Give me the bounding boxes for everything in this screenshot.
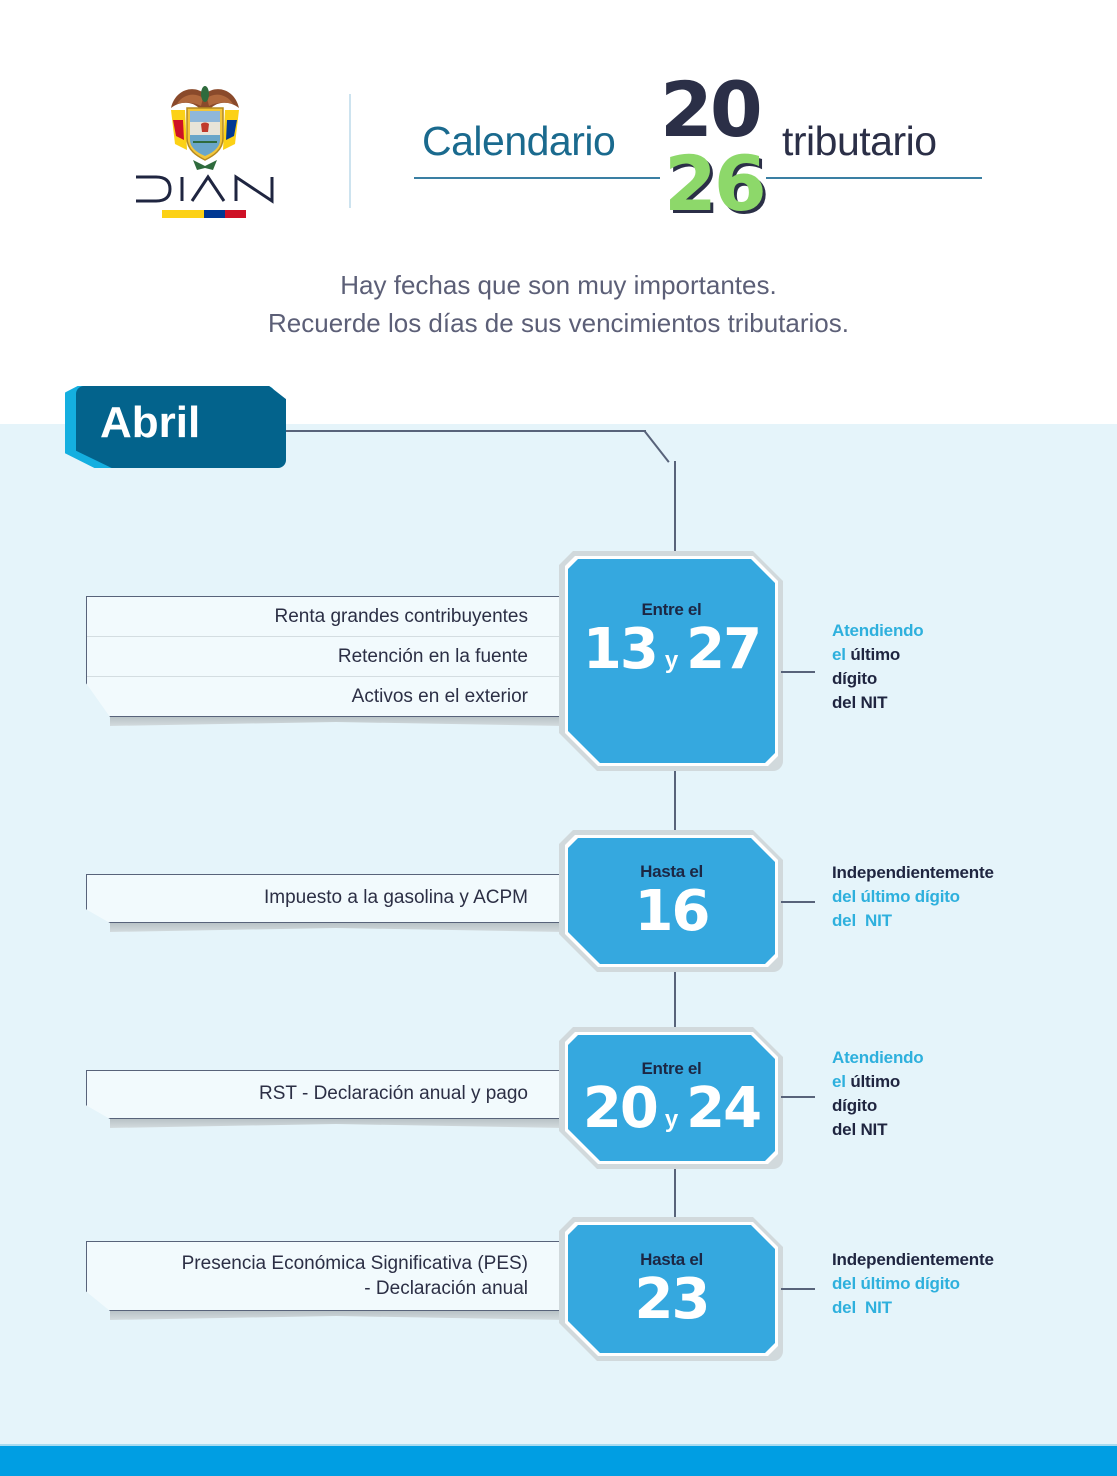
- subtitle-line-1: Hay fechas que son muy importantes.: [340, 270, 777, 300]
- page-subtitle: Hay fechas que son muy importantes. Recu…: [0, 266, 1117, 342]
- note-connector: [781, 1096, 815, 1098]
- card-shadow: [110, 716, 562, 726]
- date-kicker: Hasta el: [640, 1250, 703, 1269]
- card-shadow: [110, 1118, 562, 1128]
- connector-spine-3: [674, 969, 676, 1031]
- date-box: Hasta el 23: [568, 1225, 775, 1353]
- task-item: Activos en el exterior: [351, 686, 528, 707]
- date-conjunction: y: [664, 647, 679, 674]
- note-text: Atendiendo el último dígito del NIT: [832, 1048, 924, 1139]
- task-item: Renta grandes contribuyentes: [87, 597, 566, 637]
- title-underline-right: [766, 177, 982, 179]
- date-kicker: Entre el: [641, 1059, 702, 1078]
- title-calendario: Calendario: [422, 118, 616, 164]
- note-connector: [781, 901, 815, 903]
- title-underline-left: [414, 177, 660, 179]
- title-year-top: 20: [660, 65, 763, 154]
- colombia-flag-stripe: [162, 210, 246, 218]
- page-header: Calendario 20 26 tributario Hay fechas q…: [0, 0, 1117, 420]
- card-shadow: [110, 922, 562, 932]
- task-card: RST - Declaración anual y pago: [86, 1070, 566, 1119]
- date-box: Entre el 20 y 24: [568, 1035, 775, 1161]
- date-box: Entre el 13 y 27: [568, 559, 775, 763]
- footer-bar: [0, 1444, 1117, 1476]
- month-label: Abril: [100, 398, 201, 447]
- connector-horizontal: [286, 430, 646, 432]
- date-value: 23: [634, 1267, 709, 1332]
- title-tributario: tributario: [782, 118, 937, 164]
- note-text: Atendiendo el último dígito del NIT: [832, 621, 924, 712]
- date-box: Hasta el 16: [568, 838, 775, 964]
- header-divider: [349, 94, 351, 208]
- month-tab: [76, 386, 286, 468]
- date-kicker: Entre el: [641, 600, 702, 619]
- dian-wordmark: [136, 174, 274, 204]
- connector-spine-4: [674, 1166, 676, 1218]
- task-item: RST - Declaración anual y pago: [259, 1083, 528, 1104]
- note-text: Independientemente del último dígito del…: [832, 863, 994, 930]
- title-year-bottom: 26: [664, 139, 767, 228]
- date-value: 16: [634, 879, 709, 944]
- task-item: Impuesto a la gasolina y ACPM: [263, 887, 528, 908]
- date-range: 13 y 27: [583, 622, 760, 678]
- date-conjunction: y: [664, 1106, 679, 1133]
- date-to: 27: [686, 617, 761, 682]
- task-item: Retención en la fuente: [87, 637, 566, 677]
- task-card: Impuesto a la gasolina y ACPM: [86, 874, 566, 923]
- date-from: 20: [582, 1076, 657, 1141]
- date-kicker: Hasta el: [640, 862, 703, 881]
- dian-logo: [130, 80, 280, 225]
- note-text: Independientemente del último dígito del…: [832, 1250, 994, 1317]
- subtitle-line-2: Recuerde los días de sus vencimientos tr…: [268, 308, 849, 338]
- task-card: Renta grandes contribuyentes Retención e…: [86, 596, 566, 717]
- note-connector: [781, 1288, 815, 1290]
- task-card: Presencia Económica Significativa (PES) …: [86, 1241, 566, 1311]
- note-connector: [781, 671, 815, 673]
- date-to: 24: [686, 1076, 761, 1141]
- date-from: 13: [582, 617, 657, 682]
- task-item: Presencia Económica Significativa (PES) …: [181, 1252, 528, 1299]
- colombia-coat-of-arms-icon: [171, 86, 239, 170]
- card-shadow: [110, 1310, 562, 1320]
- date-range: 20 y 24: [583, 1081, 760, 1137]
- connector-spine-1: [674, 461, 676, 553]
- connector-spine-2: [674, 768, 676, 834]
